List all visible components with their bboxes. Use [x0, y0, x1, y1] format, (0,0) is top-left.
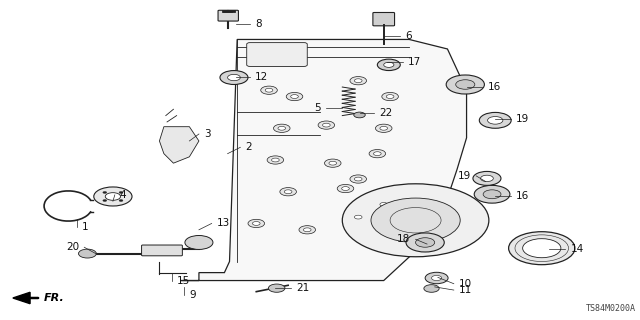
Circle shape: [337, 184, 354, 193]
Text: 2: 2: [246, 142, 252, 152]
Text: 21: 21: [296, 284, 310, 293]
Circle shape: [371, 198, 460, 243]
Circle shape: [299, 226, 316, 234]
Circle shape: [415, 238, 435, 247]
Circle shape: [303, 228, 311, 232]
Text: 1: 1: [82, 222, 88, 232]
Text: 9: 9: [189, 290, 196, 300]
Circle shape: [350, 213, 367, 221]
Circle shape: [424, 285, 439, 292]
Text: 5: 5: [315, 103, 321, 113]
FancyBboxPatch shape: [141, 245, 182, 256]
Circle shape: [228, 74, 241, 81]
Text: 18: 18: [397, 234, 410, 244]
Circle shape: [474, 185, 510, 203]
Circle shape: [278, 126, 285, 130]
Circle shape: [376, 200, 392, 209]
Circle shape: [79, 249, 97, 258]
Text: FR.: FR.: [44, 293, 64, 303]
Circle shape: [185, 236, 213, 250]
Circle shape: [488, 116, 503, 124]
Circle shape: [384, 62, 394, 68]
Circle shape: [252, 221, 260, 225]
Circle shape: [103, 200, 107, 202]
Circle shape: [355, 177, 362, 181]
Circle shape: [323, 123, 330, 127]
Circle shape: [378, 59, 400, 70]
Text: 20: 20: [66, 242, 79, 252]
Circle shape: [271, 158, 279, 162]
Circle shape: [509, 232, 575, 265]
Circle shape: [284, 190, 292, 194]
Circle shape: [387, 95, 394, 99]
Circle shape: [248, 219, 264, 228]
Text: 13: 13: [217, 219, 230, 228]
Circle shape: [350, 175, 367, 183]
FancyBboxPatch shape: [373, 12, 394, 26]
Circle shape: [119, 191, 123, 193]
Text: 16: 16: [488, 82, 501, 92]
Circle shape: [380, 126, 388, 130]
Circle shape: [473, 172, 501, 185]
Circle shape: [483, 190, 501, 199]
Text: 6: 6: [404, 31, 412, 41]
Circle shape: [479, 112, 511, 128]
Text: 14: 14: [570, 244, 584, 254]
Text: 3: 3: [204, 129, 211, 139]
Circle shape: [425, 272, 448, 284]
Circle shape: [355, 79, 362, 83]
Text: 16: 16: [516, 191, 529, 202]
Text: 17: 17: [408, 57, 421, 67]
Circle shape: [481, 175, 493, 181]
Circle shape: [220, 70, 248, 84]
Circle shape: [267, 156, 284, 164]
Text: 8: 8: [255, 19, 262, 28]
FancyBboxPatch shape: [218, 10, 239, 21]
Text: 4: 4: [120, 190, 127, 200]
Circle shape: [329, 161, 337, 165]
Circle shape: [523, 239, 561, 258]
Circle shape: [119, 200, 123, 202]
Text: 19: 19: [458, 171, 471, 181]
Text: 19: 19: [516, 114, 529, 124]
Text: 12: 12: [255, 72, 268, 82]
Circle shape: [105, 193, 120, 200]
Polygon shape: [13, 292, 30, 304]
Circle shape: [376, 124, 392, 132]
Circle shape: [268, 284, 285, 292]
Circle shape: [280, 188, 296, 196]
Circle shape: [350, 76, 367, 85]
Circle shape: [456, 80, 475, 89]
Polygon shape: [159, 127, 199, 163]
Circle shape: [431, 276, 442, 281]
Circle shape: [265, 88, 273, 92]
Text: TS84M0200A: TS84M0200A: [586, 304, 636, 313]
Circle shape: [291, 95, 298, 99]
Circle shape: [380, 203, 388, 206]
Circle shape: [260, 86, 277, 94]
Circle shape: [369, 149, 386, 158]
Circle shape: [342, 184, 489, 257]
Text: 15: 15: [177, 276, 191, 285]
Circle shape: [406, 233, 444, 252]
Circle shape: [374, 152, 381, 156]
Text: 22: 22: [380, 108, 392, 118]
Text: 11: 11: [459, 285, 472, 295]
Circle shape: [355, 215, 362, 219]
Circle shape: [446, 75, 484, 94]
Circle shape: [324, 159, 341, 167]
Circle shape: [382, 92, 398, 101]
Text: 10: 10: [459, 279, 472, 289]
Polygon shape: [181, 39, 467, 281]
Circle shape: [273, 124, 290, 132]
Circle shape: [354, 112, 365, 118]
Circle shape: [94, 187, 132, 206]
FancyBboxPatch shape: [246, 43, 307, 67]
Circle shape: [103, 191, 107, 193]
Circle shape: [286, 92, 303, 101]
Circle shape: [318, 121, 335, 129]
Circle shape: [342, 187, 349, 190]
